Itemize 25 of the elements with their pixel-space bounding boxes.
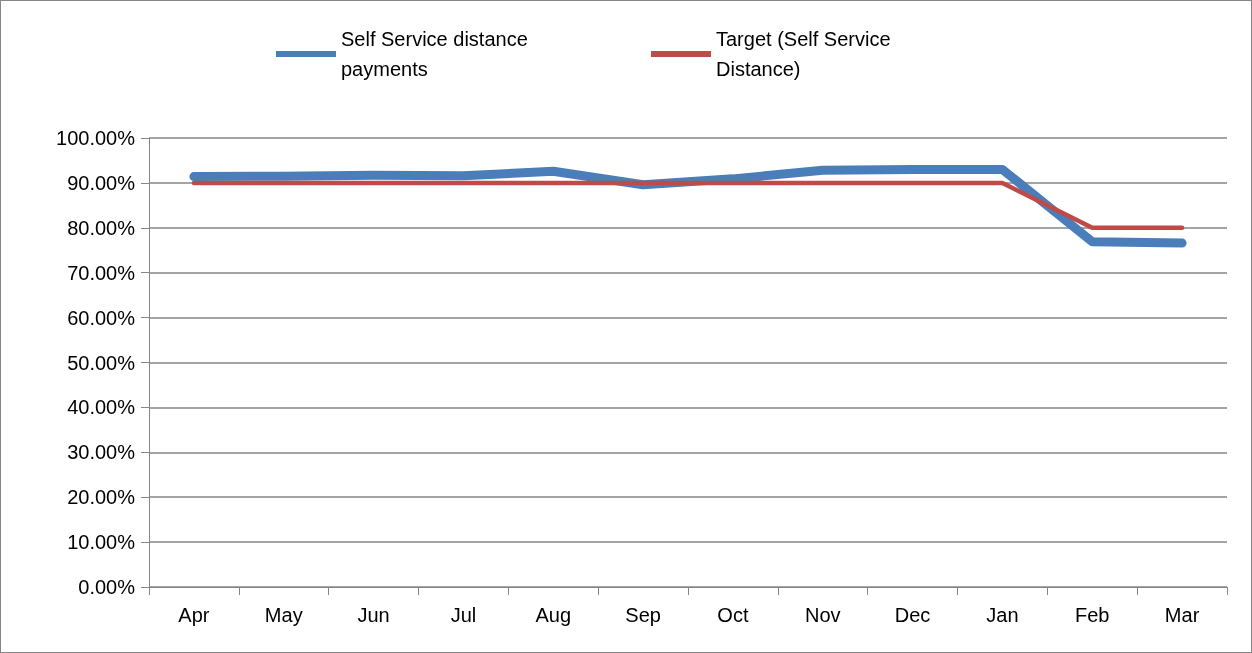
y-tick-label: 80.00% bbox=[67, 216, 136, 239]
y-tick-label: 40.00% bbox=[67, 396, 136, 419]
x-tick-label: Feb bbox=[1075, 604, 1110, 626]
y-tick-label: 100.00% bbox=[56, 127, 136, 149]
legend-label: Self Service distance payments bbox=[341, 28, 534, 80]
x-tick-label: Oct bbox=[717, 604, 749, 626]
x-tick-label: Mar bbox=[1164, 604, 1200, 626]
y-tick-label: 70.00% bbox=[67, 261, 136, 284]
y-tick-label: 90.00% bbox=[67, 171, 136, 194]
x-tick-label: Dec bbox=[894, 604, 931, 626]
x-tick-label: Apr bbox=[178, 604, 210, 626]
y-tick-label: 10.00% bbox=[67, 531, 136, 554]
x-tick-label: Nov bbox=[804, 604, 841, 626]
y-tick-label: 30.00% bbox=[67, 441, 136, 464]
legend-label: Target (Self Service Distance) bbox=[716, 28, 897, 80]
x-tick-label: Aug bbox=[535, 604, 572, 626]
y-tick-label: 60.00% bbox=[67, 306, 136, 329]
y-tick-label: 20.00% bbox=[67, 486, 136, 509]
x-tick-label: May bbox=[264, 604, 303, 626]
x-tick-label: Jul bbox=[450, 604, 477, 626]
x-tick-label: Sep bbox=[625, 604, 661, 626]
x-tick-label: Jan bbox=[986, 604, 1019, 626]
y-tick-label: 0.00% bbox=[78, 576, 136, 598]
y-tick-label: 50.00% bbox=[67, 351, 136, 374]
x-tick-label: Jun bbox=[357, 604, 390, 626]
